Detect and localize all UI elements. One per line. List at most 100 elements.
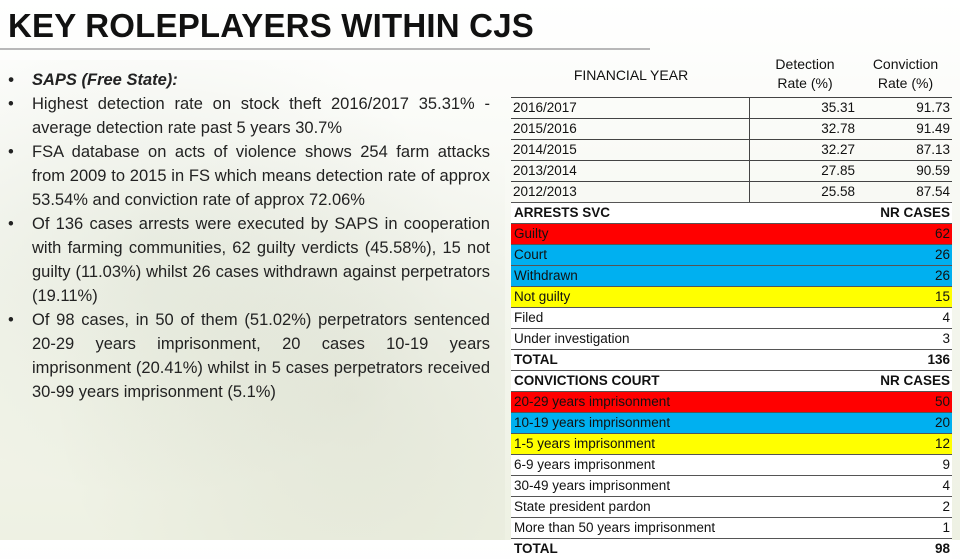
row-count: 3 [942, 331, 950, 346]
bullet-text: FSA database on acts of violence shows 2… [32, 143, 490, 209]
financial-row: 2016/2017 35.31 91.73 [511, 97, 952, 118]
row-count: 12 [934, 436, 950, 451]
row-label: Guilty [514, 226, 549, 241]
detection-rate-header: Detection Rate (%) [751, 53, 859, 93]
row-label: Court [514, 247, 548, 262]
table-row: Guilty 62 [511, 223, 952, 244]
bullet-dot: • [8, 215, 14, 233]
financial-year-cell: 2012/2013 [513, 182, 750, 202]
page-title: KEY ROLEPLAYERS WITHIN CJS [8, 7, 534, 44]
arrests-total-count: 136 [927, 352, 950, 367]
bullet-list: • SAPS (Free State): • Highest detection ra… [8, 68, 490, 404]
row-label: 20-29 years imprisonment [514, 394, 671, 409]
row-label: Filed [514, 310, 544, 325]
detection-rate-cell: 27.85 [821, 163, 855, 178]
convictions-section: CONVICTIONS COURT NR CASES 20-29 years imp… [511, 370, 952, 559]
bullet-text: Highest detection rate on stock theft 20… [32, 95, 490, 137]
bullet-text: Of 98 cases, in 50 of them (51.02%) perp… [32, 311, 490, 401]
detection-rate-header-line1: Detection [775, 56, 835, 72]
row-count: 50 [934, 394, 950, 409]
table-row: Under investigation 3 [511, 328, 952, 349]
convictions-header-count: NR CASES [880, 373, 950, 388]
conviction-rate-header-line2: Rate (%) [877, 75, 934, 91]
title-divider [0, 48, 650, 50]
row-count: 9 [942, 457, 950, 472]
conviction-rate-cell: 87.13 [916, 142, 950, 157]
table-row: Not guilty 15 [511, 286, 952, 307]
detection-rate-cell: 32.78 [821, 121, 855, 136]
row-count: 62 [934, 226, 950, 241]
cases-table: ARRESTS SVC NR CASES Guilty 62 Court 26 Withdr… [511, 202, 952, 559]
conviction-rate-cell: 87.54 [916, 184, 950, 199]
background-texture [0, 60, 505, 540]
table-row: State president pardon 2 [511, 496, 952, 517]
bullet-item: • Highest detection rate on stock theft 2… [8, 92, 490, 140]
row-label: State president pardon [514, 499, 651, 514]
detection-rate-cell: 32.27 [821, 142, 855, 157]
arrests-section: ARRESTS SVC NR CASES Guilty 62 Court 26 Withdr… [511, 202, 952, 370]
arrests-header-row: ARRESTS SVC NR CASES [511, 202, 952, 223]
table-row: More than 50 years imprisonment 1 [511, 517, 952, 538]
row-label: 6-9 years imprisonment [514, 457, 656, 472]
financial-year-cell: 2014/2015 [513, 140, 750, 160]
table-row: Withdrawn 26 [511, 265, 952, 286]
conviction-rate-cell: 91.49 [916, 121, 950, 136]
row-count: 4 [942, 310, 950, 325]
financial-table: FINANCIAL YEAR Detection Rate (%) Convic… [511, 53, 952, 202]
financial-row: 2015/2016 32.78 91.49 [511, 118, 952, 139]
row-count: 4 [942, 478, 950, 493]
row-count: 15 [934, 289, 950, 304]
financial-year-header: FINANCIAL YEAR [573, 67, 689, 83]
row-label: Withdrawn [514, 268, 578, 283]
financial-table-header: FINANCIAL YEAR Detection Rate (%) Convic… [511, 53, 952, 97]
row-label: More than 50 years imprisonment [514, 520, 716, 535]
row-count: 1 [942, 520, 950, 535]
row-label: 10-19 years imprisonment [514, 415, 671, 430]
financial-row: 2013/2014 27.85 90.59 [511, 160, 952, 181]
financial-year-cell: 2013/2014 [513, 161, 750, 181]
bullet-dot: • [8, 143, 14, 161]
financial-table-body: 2016/2017 35.31 91.73 2015/2016 32.78 91.49 20… [511, 97, 952, 202]
table-row: 10-19 years imprisonment 20 [511, 412, 952, 433]
row-count: 26 [934, 268, 950, 283]
conviction-rate-header: Conviction Rate (%) [859, 53, 952, 93]
row-count: 20 [934, 415, 950, 430]
row-count: 2 [942, 499, 950, 514]
bullet-item: • Of 136 cases arrests were executed by S… [8, 212, 490, 308]
row-label: Under investigation [514, 331, 630, 346]
arrests-header-label: ARRESTS SVC [514, 205, 611, 220]
table-row: Court 26 [511, 244, 952, 265]
bullet-text: Of 136 cases arrests were executed by SA… [32, 215, 490, 305]
bullet-text: SAPS (Free State): [32, 71, 178, 89]
financial-row: 2012/2013 25.58 87.54 [511, 181, 952, 202]
conviction-rate-header-line1: Conviction [872, 56, 939, 72]
convictions-total-count: 98 [934, 541, 950, 556]
convictions-header-label: CONVICTIONS COURT [514, 373, 660, 388]
bullet-item: • SAPS (Free State): [8, 68, 490, 92]
bullet-item: • FSA database on acts of violence shows … [8, 140, 490, 212]
arrests-total-row: TOTAL 136 [511, 349, 952, 370]
row-count: 26 [934, 247, 950, 262]
financial-row: 2014/2015 32.27 87.13 [511, 139, 952, 160]
conviction-rate-cell: 91.73 [916, 100, 950, 115]
table-row: Filed 4 [511, 307, 952, 328]
bullet-dot: • [8, 95, 14, 113]
financial-year-cell: 2016/2017 [513, 98, 750, 118]
table-row: 30-49 years imprisonment 4 [511, 475, 952, 496]
conviction-rate-cell: 90.59 [916, 163, 950, 178]
detection-rate-cell: 25.58 [821, 184, 855, 199]
detection-rate-cell: 35.31 [821, 100, 855, 115]
detection-rate-header-line2: Rate (%) [777, 75, 833, 91]
table-row: 20-29 years imprisonment 50 [511, 391, 952, 412]
table-row: 6-9 years imprisonment 9 [511, 454, 952, 475]
table-row: 1-5 years imprisonment 12 [511, 433, 952, 454]
convictions-total-row: TOTAL 98 [511, 538, 952, 559]
convictions-total-label: TOTAL [514, 541, 558, 556]
financial-year-cell: 2015/2016 [513, 119, 750, 139]
bullet-item: • Of 98 cases, in 50 of them (51.02%) per… [8, 308, 490, 404]
convictions-header-row: CONVICTIONS COURT NR CASES [511, 370, 952, 391]
arrests-header-count: NR CASES [880, 205, 950, 220]
row-label: 30-49 years imprisonment [514, 478, 671, 493]
arrests-total-label: TOTAL [514, 352, 558, 367]
bullet-dot: • [8, 71, 14, 89]
